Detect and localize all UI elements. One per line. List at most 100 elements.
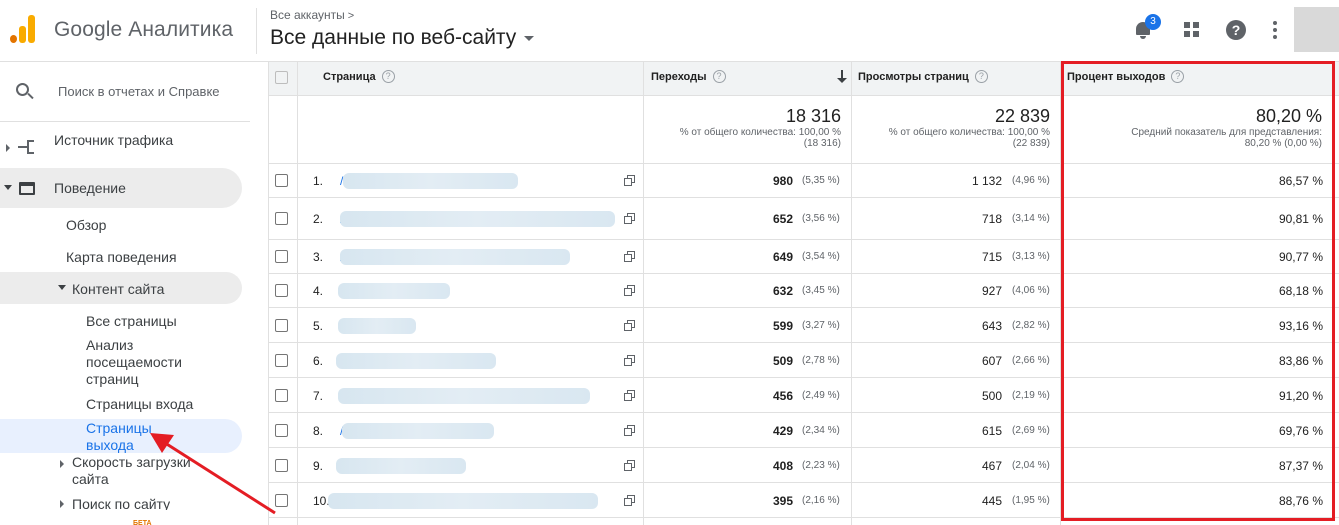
product-name[interactable]: Google Аналитика [54,18,234,41]
exit-rate-highlight-box [1061,61,1335,521]
table-row [268,448,1339,483]
pageviews-percent: (2,82 %) [1012,319,1050,331]
sidebar-item-overview[interactable]: Обзор [66,217,107,233]
column-header-exit-rate[interactable]: Процент выходов? [1067,62,1185,96]
table-row [268,240,1339,274]
transitions-value: 408 [772,458,793,473]
sidebar: Источник трафика Поведение Обзор Карта п… [0,62,250,525]
sidebar-item-all-pages[interactable]: Все страницы [86,313,177,329]
expand-arrow-icon[interactable] [60,500,64,508]
sidebar-highlight-behavior [0,168,242,208]
table-row [268,483,1339,518]
column-header-transitions[interactable]: Переходы? [651,62,851,96]
apps-grid-icon[interactable] [1184,22,1200,38]
row-checkbox[interactable] [275,493,288,507]
transitions-percent: (5,35 %) [802,175,840,186]
search-input[interactable] [58,80,223,102]
sidebar-item-site-speed[interactable]: Скорость загрузки сайта [72,454,191,487]
expand-arrow-icon[interactable] [60,460,64,468]
row-checkbox[interactable] [275,353,288,367]
page-path-prefix[interactable]: / [340,174,344,188]
exit-rate-value: 88,76 % [1278,493,1323,508]
sidebar-item-exit-pages[interactable]: Страницы выхода [86,420,152,453]
exit-rate-value: 83,86 % [1278,353,1323,368]
sort-down-arrow-icon[interactable] [837,70,847,84]
table-row [268,308,1339,343]
page-path-prefix[interactable]: / [340,424,343,438]
transitions-value: 632 [772,284,793,298]
sidebar-item-landing-pages[interactable]: Страницы входа [86,396,194,412]
open-in-new-icon[interactable] [624,213,635,224]
column-header-page[interactable]: Страница? [323,62,395,96]
transitions-percent: (2,23 %) [802,459,840,471]
pageviews-value: 500 [981,388,1002,403]
pageviews-value: 445 [981,493,1002,508]
report-table: Страница? Переходы? Просмотры страниц? П… [268,62,1339,525]
row-checkbox[interactable] [275,318,288,332]
pageviews-value: 718 [981,212,1002,226]
transitions-value: 652 [772,212,793,226]
chevron-right-icon: > [347,10,355,22]
page-path-link[interactable] [340,211,615,227]
row-checkbox[interactable] [275,250,288,263]
pageviews-value: 615 [981,423,1002,438]
table-row [268,343,1339,378]
row-checkbox[interactable] [275,458,288,472]
row-checkbox[interactable] [275,212,288,225]
search-icon[interactable] [16,83,34,101]
open-in-new-icon[interactable] [624,389,635,401]
open-in-new-icon[interactable] [624,285,635,296]
page-path-link[interactable] [336,457,466,474]
page-path-link[interactable] [343,173,518,189]
open-in-new-icon[interactable] [624,494,635,506]
transitions-percent: (2,78 %) [802,354,840,366]
pageviews-value: 927 [981,284,1002,298]
page-path-link[interactable] [338,317,416,334]
open-in-new-icon[interactable] [624,354,635,366]
avatar[interactable] [1294,7,1339,52]
view-selector[interactable]: Все данные по веб-сайту [270,26,535,50]
analytics-logo-icon[interactable] [10,15,36,43]
view-selector-label: Все данные по веб-сайту [270,26,517,49]
sidebar-item-site-search[interactable]: Поиск по сайту [72,496,171,510]
row-index: 10. [313,493,330,508]
page-path-link[interactable] [340,249,570,265]
table-row [268,164,1339,198]
collapse-arrow-icon[interactable] [4,185,12,190]
open-in-new-icon[interactable] [624,251,635,262]
collapse-arrow-icon[interactable] [58,285,66,290]
open-in-new-icon[interactable] [624,319,635,331]
open-in-new-icon[interactable] [624,459,635,471]
page-path-link[interactable] [338,387,590,404]
sidebar-item-behavior-map[interactable]: Карта поведения [66,249,177,265]
page-path-link[interactable] [328,492,598,509]
expand-arrow-icon[interactable] [6,144,10,152]
help-circle-icon[interactable]: ? [712,69,726,83]
help-circle-icon[interactable]: ? [974,69,988,83]
sidebar-item-site-content[interactable]: Контент сайта [72,281,165,297]
column-header-pageviews[interactable]: Просмотры страниц? [858,62,988,96]
select-all-checkbox[interactable] [275,71,288,84]
row-checkbox[interactable] [275,284,288,297]
row-checkbox[interactable] [275,174,288,187]
notification-bell-icon[interactable]: 3 [1133,14,1161,40]
sidebar-item-page-analytics[interactable]: Анализ посещаемости страниц [86,337,182,387]
header-divider [256,8,257,54]
page-path-link[interactable] [338,283,450,299]
page-path-link[interactable] [336,352,496,369]
open-in-new-icon[interactable] [624,175,635,186]
sidebar-item-behavior[interactable]: Поведение [54,180,126,196]
help-circle-icon[interactable]: ? [381,69,395,83]
open-in-new-icon[interactable] [624,424,635,436]
row-checkbox[interactable] [275,388,288,402]
page-path-link[interactable] [342,422,494,439]
help-icon[interactable]: ? [1226,20,1246,40]
row-checkbox[interactable] [275,423,288,437]
exit-rate-value: 90,77 % [1278,250,1323,264]
help-circle-icon[interactable]: ? [1171,69,1185,83]
pageviews-value: 715 [981,250,1002,264]
more-vert-icon[interactable] [1273,21,1277,39]
pageviews-value: 607 [981,353,1002,368]
account-breadcrumb[interactable]: Все аккаунты > [270,8,355,22]
sidebar-item-traffic-source[interactable]: Источник трафика [54,132,174,148]
